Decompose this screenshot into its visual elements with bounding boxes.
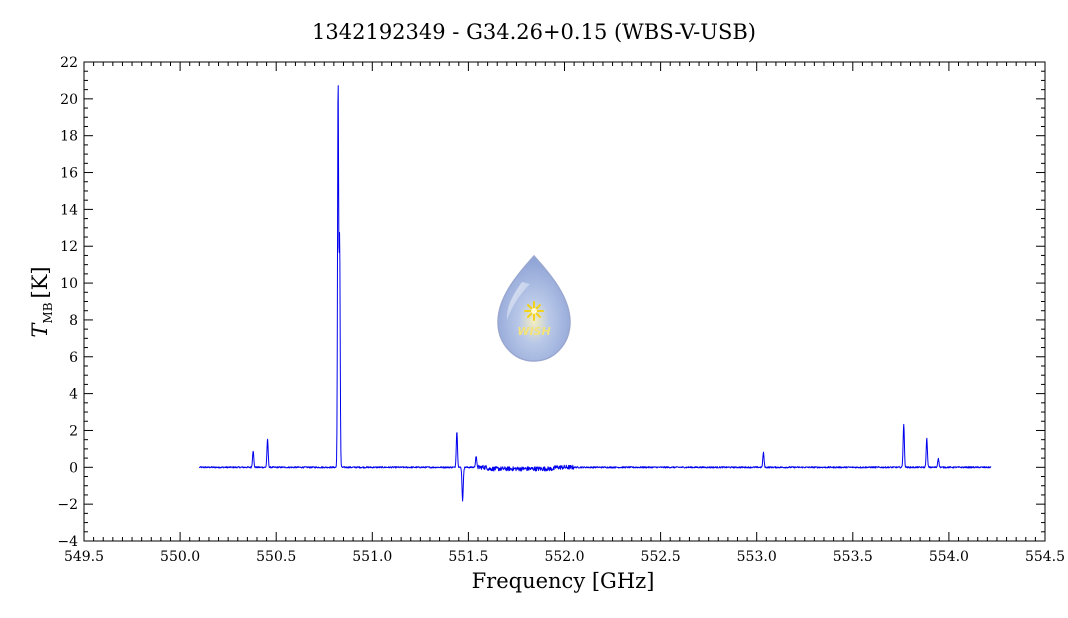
x-tick-label: 551.0: [352, 549, 392, 565]
y-tick-label: 22: [60, 55, 78, 71]
x-tick-label: 552.5: [641, 549, 681, 565]
y-tick-label: 8: [69, 313, 78, 329]
y-axis-ticks: [84, 61, 1045, 542]
y-tick-label: 2: [69, 423, 78, 439]
x-tick-label: 553.0: [737, 549, 777, 565]
y-tick-label: 12: [60, 239, 78, 255]
y-axis-label: TMB [K]: [28, 266, 55, 337]
y-axis-label-symbol: T: [28, 322, 52, 338]
chart-title: 1342192349 - G34.26+0.15 (WBS-V-USB): [312, 20, 756, 44]
wish-logo: WISH: [497, 254, 571, 362]
y-tick-label: 16: [60, 166, 78, 182]
spectrum-series-line: [198, 85, 992, 502]
y-tick-label: 6: [69, 350, 78, 366]
y-tick-label: 14: [60, 202, 78, 218]
y-tick-label: 4: [69, 387, 78, 403]
y-axis-label-subscript: MB: [41, 302, 55, 323]
x-tick-label: 550.5: [256, 549, 296, 565]
x-axis-tick-labels: 549.5 550.0 550.5 551.0 551.5 552.0 552.5 553.0…: [64, 549, 1065, 565]
x-tick-label: 554.5: [1025, 549, 1065, 565]
x-tick-label: 553.5: [833, 549, 873, 565]
y-axis-label-unit: [K]: [28, 266, 52, 298]
wish-logo-text: WISH: [517, 325, 550, 338]
y-tick-label: 18: [60, 129, 78, 145]
x-tick-label: 552.0: [544, 549, 584, 565]
x-tick-label: 551.5: [448, 549, 488, 565]
y-tick-label: −2: [57, 497, 78, 513]
y-tick-label: −4: [57, 534, 78, 550]
y-axis-tick-labels: −4 −2 0 2 4 6 8 10 12 14 16 18 20 22: [57, 55, 78, 550]
x-axis-label: Frequency [GHz]: [472, 569, 655, 593]
y-tick-label: 10: [60, 276, 78, 292]
x-tick-label: 550.0: [160, 549, 200, 565]
y-tick-label: 20: [60, 92, 78, 108]
y-tick-label: 0: [69, 460, 78, 476]
x-axis-ticks: [83, 62, 1046, 541]
x-tick-label: 554.0: [929, 549, 969, 565]
x-tick-label: 549.5: [64, 549, 104, 565]
